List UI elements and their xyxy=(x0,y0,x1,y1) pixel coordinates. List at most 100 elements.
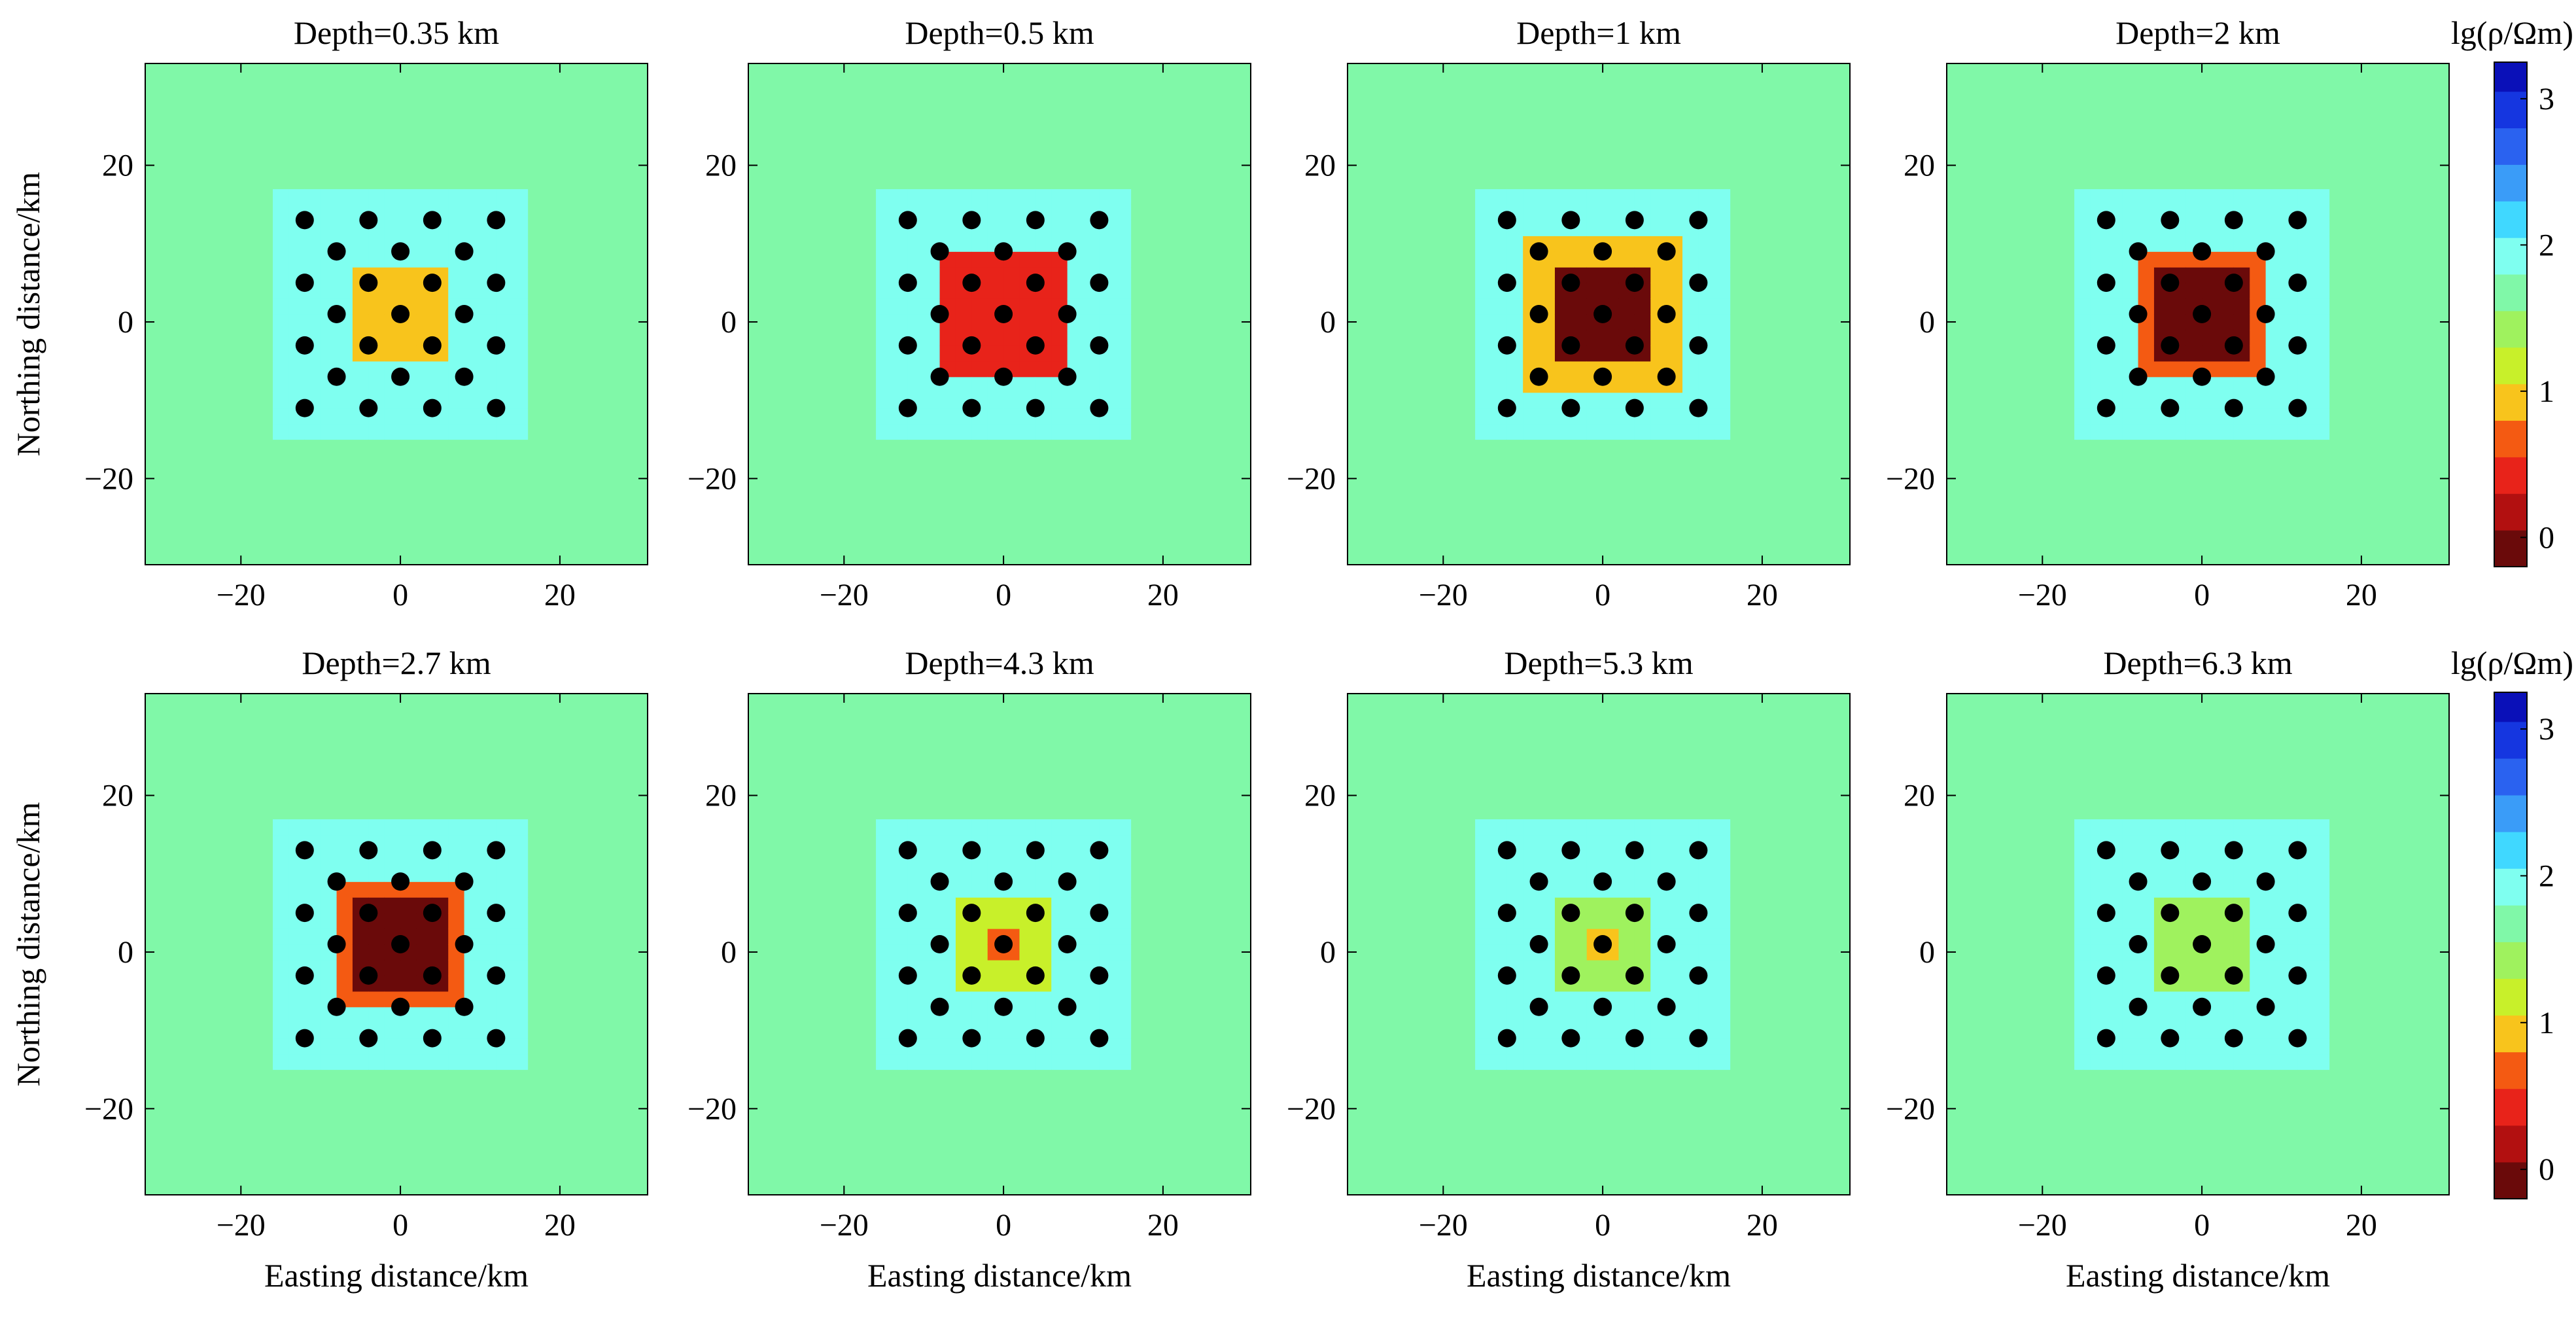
heatmap-cell xyxy=(1427,141,1444,158)
heatmap-cell xyxy=(1978,439,1995,456)
heatmap-cell xyxy=(623,423,640,440)
heatmap-cell xyxy=(528,220,545,236)
heatmap-cell xyxy=(1051,220,1068,236)
heatmap-cell xyxy=(987,204,1004,221)
heatmap-cell xyxy=(2122,267,2139,283)
heatmap-cell xyxy=(780,361,797,378)
heatmap-cell xyxy=(939,549,956,565)
heatmap-cell xyxy=(432,486,449,503)
heatmap-cell xyxy=(432,298,449,315)
heatmap-cell xyxy=(1363,455,1380,471)
heatmap-cell xyxy=(1618,549,1635,565)
heatmap-cell xyxy=(161,141,178,158)
heatmap-cell xyxy=(1475,63,1492,80)
heatmap-cell xyxy=(336,819,353,836)
station-dot xyxy=(2224,398,2243,417)
heatmap-cell xyxy=(432,756,449,773)
heatmap-cell xyxy=(1523,455,1540,471)
heatmap-cell xyxy=(827,126,844,143)
heatmap-cell xyxy=(400,94,417,111)
heatmap-cell xyxy=(2345,283,2362,299)
heatmap-cell xyxy=(2377,157,2394,174)
heatmap-cell xyxy=(1586,470,1603,487)
heatmap-cell xyxy=(145,1069,162,1086)
heatmap-cell xyxy=(2361,204,2378,221)
heatmap-cell xyxy=(1131,298,1148,315)
heatmap-cell xyxy=(1179,126,1196,143)
heatmap-cell xyxy=(352,1148,369,1164)
heatmap-cell xyxy=(1067,486,1084,503)
heatmap-cell xyxy=(971,63,988,80)
heatmap-cell xyxy=(2377,188,2394,205)
heatmap-cell xyxy=(1211,470,1228,487)
heatmap-cell xyxy=(1003,94,1020,111)
heatmap-cell xyxy=(987,423,1004,440)
heatmap-cell xyxy=(480,803,496,820)
heatmap-cell xyxy=(1714,110,1731,127)
heatmap-cell xyxy=(512,110,529,127)
heatmap-cell xyxy=(224,756,241,773)
heatmap-cell xyxy=(241,329,258,346)
heatmap-cell xyxy=(2329,345,2346,362)
heatmap-cell xyxy=(224,724,241,741)
heatmap-cell xyxy=(2250,455,2267,471)
heatmap-cell xyxy=(2010,157,2027,174)
heatmap-cell xyxy=(623,79,640,96)
heatmap-cell xyxy=(892,188,909,205)
station-dot xyxy=(994,367,1013,386)
heatmap-cell xyxy=(2074,173,2091,190)
heatmap-cell xyxy=(939,126,956,143)
heatmap-cell xyxy=(1841,141,1850,158)
heatmap-cell xyxy=(209,455,226,471)
heatmap-cell xyxy=(193,1006,210,1023)
heatmap-cell xyxy=(1523,157,1540,174)
heatmap-cell xyxy=(161,913,178,929)
heatmap-cell xyxy=(368,1132,385,1148)
heatmap-cell xyxy=(1147,141,1164,158)
heatmap-cell xyxy=(2042,63,2059,80)
heatmap-cell xyxy=(2441,329,2449,346)
heatmap-cell xyxy=(432,94,449,111)
heatmap-cell xyxy=(512,439,529,456)
heatmap-cell xyxy=(1211,157,1228,174)
heatmap-cell xyxy=(273,850,290,866)
heatmap-cell xyxy=(528,267,545,283)
heatmap-cell xyxy=(2250,518,2267,534)
heatmap-cell xyxy=(432,740,449,757)
heatmap-cell xyxy=(1586,267,1603,283)
heatmap-cell xyxy=(1003,267,1020,283)
heatmap-cell xyxy=(464,1101,481,1117)
heatmap-cell xyxy=(2074,126,2091,143)
heatmap-cell xyxy=(1506,110,1523,127)
heatmap-cell xyxy=(1666,141,1683,158)
heatmap-cell xyxy=(2425,423,2442,440)
heatmap-cell xyxy=(2170,455,2187,471)
heatmap-cell xyxy=(384,408,401,425)
heatmap-cell xyxy=(193,944,210,961)
heatmap-cell xyxy=(1003,329,1020,346)
heatmap-cell xyxy=(1491,63,1508,80)
heatmap-cell xyxy=(464,1148,481,1164)
heatmap-cell xyxy=(2265,110,2282,127)
heatmap-cell xyxy=(2377,63,2394,80)
heatmap-cell xyxy=(416,1053,433,1070)
station-dot xyxy=(1593,305,1612,323)
heatmap-cell xyxy=(1162,236,1179,252)
heatmap-cell xyxy=(2042,236,2059,252)
heatmap-cell xyxy=(2297,79,2314,96)
heatmap-cell xyxy=(224,929,241,945)
heatmap-cell xyxy=(1051,439,1068,456)
heatmap-cell xyxy=(1147,518,1164,534)
heatmap-cell xyxy=(1586,518,1603,534)
heatmap-cell xyxy=(384,267,401,283)
heatmap-cell xyxy=(161,1038,178,1055)
heatmap-cell xyxy=(1491,486,1508,503)
heatmap-cell xyxy=(2185,204,2202,221)
heatmap-cell xyxy=(876,94,893,111)
heatmap-cell xyxy=(1067,157,1084,174)
heatmap-cell xyxy=(336,740,353,757)
heatmap-cell xyxy=(1348,204,1364,221)
heatmap-cell xyxy=(161,1101,178,1117)
heatmap-cell xyxy=(2026,141,2043,158)
heatmap-cell xyxy=(224,392,241,409)
